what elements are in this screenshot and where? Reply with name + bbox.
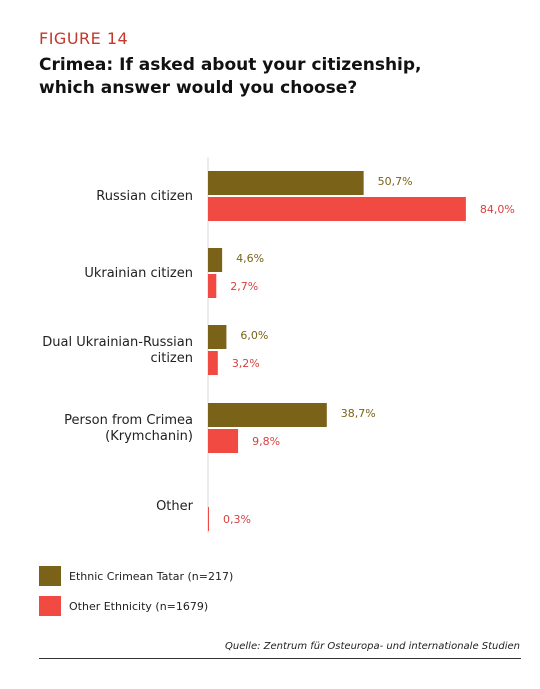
category-label-line: Person from Crimea	[64, 413, 193, 428]
data-label-other: 9,8%	[252, 435, 280, 448]
legend-label-other: Other Ethnicity (n=1679)	[69, 599, 209, 613]
data-label-other: 84,0%	[480, 203, 515, 216]
data-label-tatar: 6,0%	[240, 329, 268, 342]
chart-title-line-2: which answer would you choose?	[39, 78, 358, 98]
bar-other	[208, 351, 218, 375]
bar-other	[208, 429, 239, 453]
data-label-tatar: 38,7%	[341, 407, 376, 420]
bar-tatar	[208, 171, 364, 195]
legend-swatch-tatar	[39, 566, 61, 586]
data-label-other: 2,7%	[230, 280, 258, 293]
category-label-line: (Krymchanin)	[105, 429, 193, 444]
legend-item-tatar: Ethnic Crimean Tatar (n=217)	[39, 565, 233, 587]
bar-other	[208, 197, 466, 221]
category-label: Dual Ukrainian-Russian citizen	[42, 335, 193, 366]
legend: Ethnic Crimean Tatar (n=217) Other Ethni…	[39, 565, 233, 625]
category-label-line: Ukrainian citizen	[84, 266, 193, 281]
category-label-line: Other	[156, 499, 194, 514]
bar-tatar	[208, 325, 227, 349]
data-label-tatar: 4,6%	[236, 252, 264, 265]
legend-item-other: Other Ethnicity (n=1679)	[39, 595, 233, 617]
category-label: Person from Crimea (Krymchanin)	[64, 413, 193, 444]
data-label-other: 0,3%	[223, 513, 251, 526]
category-label-line: Russian citizen	[96, 189, 193, 204]
bar-tatar	[208, 248, 223, 272]
bar-chart: Russian citizen 50,7% 84,0% Ukrainian citiz…	[42, 157, 515, 533]
category-label: Other	[156, 499, 194, 514]
category-label: Russian citizen	[96, 189, 193, 204]
legend-swatch-other	[39, 596, 61, 616]
bottom-rule	[39, 658, 521, 659]
category-label-line: citizen	[150, 351, 193, 366]
source-note: Quelle: Zentrum für Osteuropa- und inter…	[225, 641, 520, 652]
bar-other	[208, 507, 209, 531]
chart-title-line-1: Crimea: If asked about your citizenship,	[39, 55, 422, 75]
category-label: Ukrainian citizen	[84, 266, 193, 281]
data-label-tatar: 50,7%	[378, 175, 413, 188]
bar-tatar	[208, 403, 327, 427]
legend-label-tatar: Ethnic Crimean Tatar (n=217)	[69, 569, 234, 583]
bar-other	[208, 274, 217, 298]
figure-label: FIGURE 14	[39, 29, 129, 48]
category-label-line: Dual Ukrainian-Russian	[42, 335, 193, 350]
chart-title: Crimea: If asked about your citizenship,…	[39, 54, 509, 100]
data-label-other: 3,2%	[232, 357, 260, 370]
